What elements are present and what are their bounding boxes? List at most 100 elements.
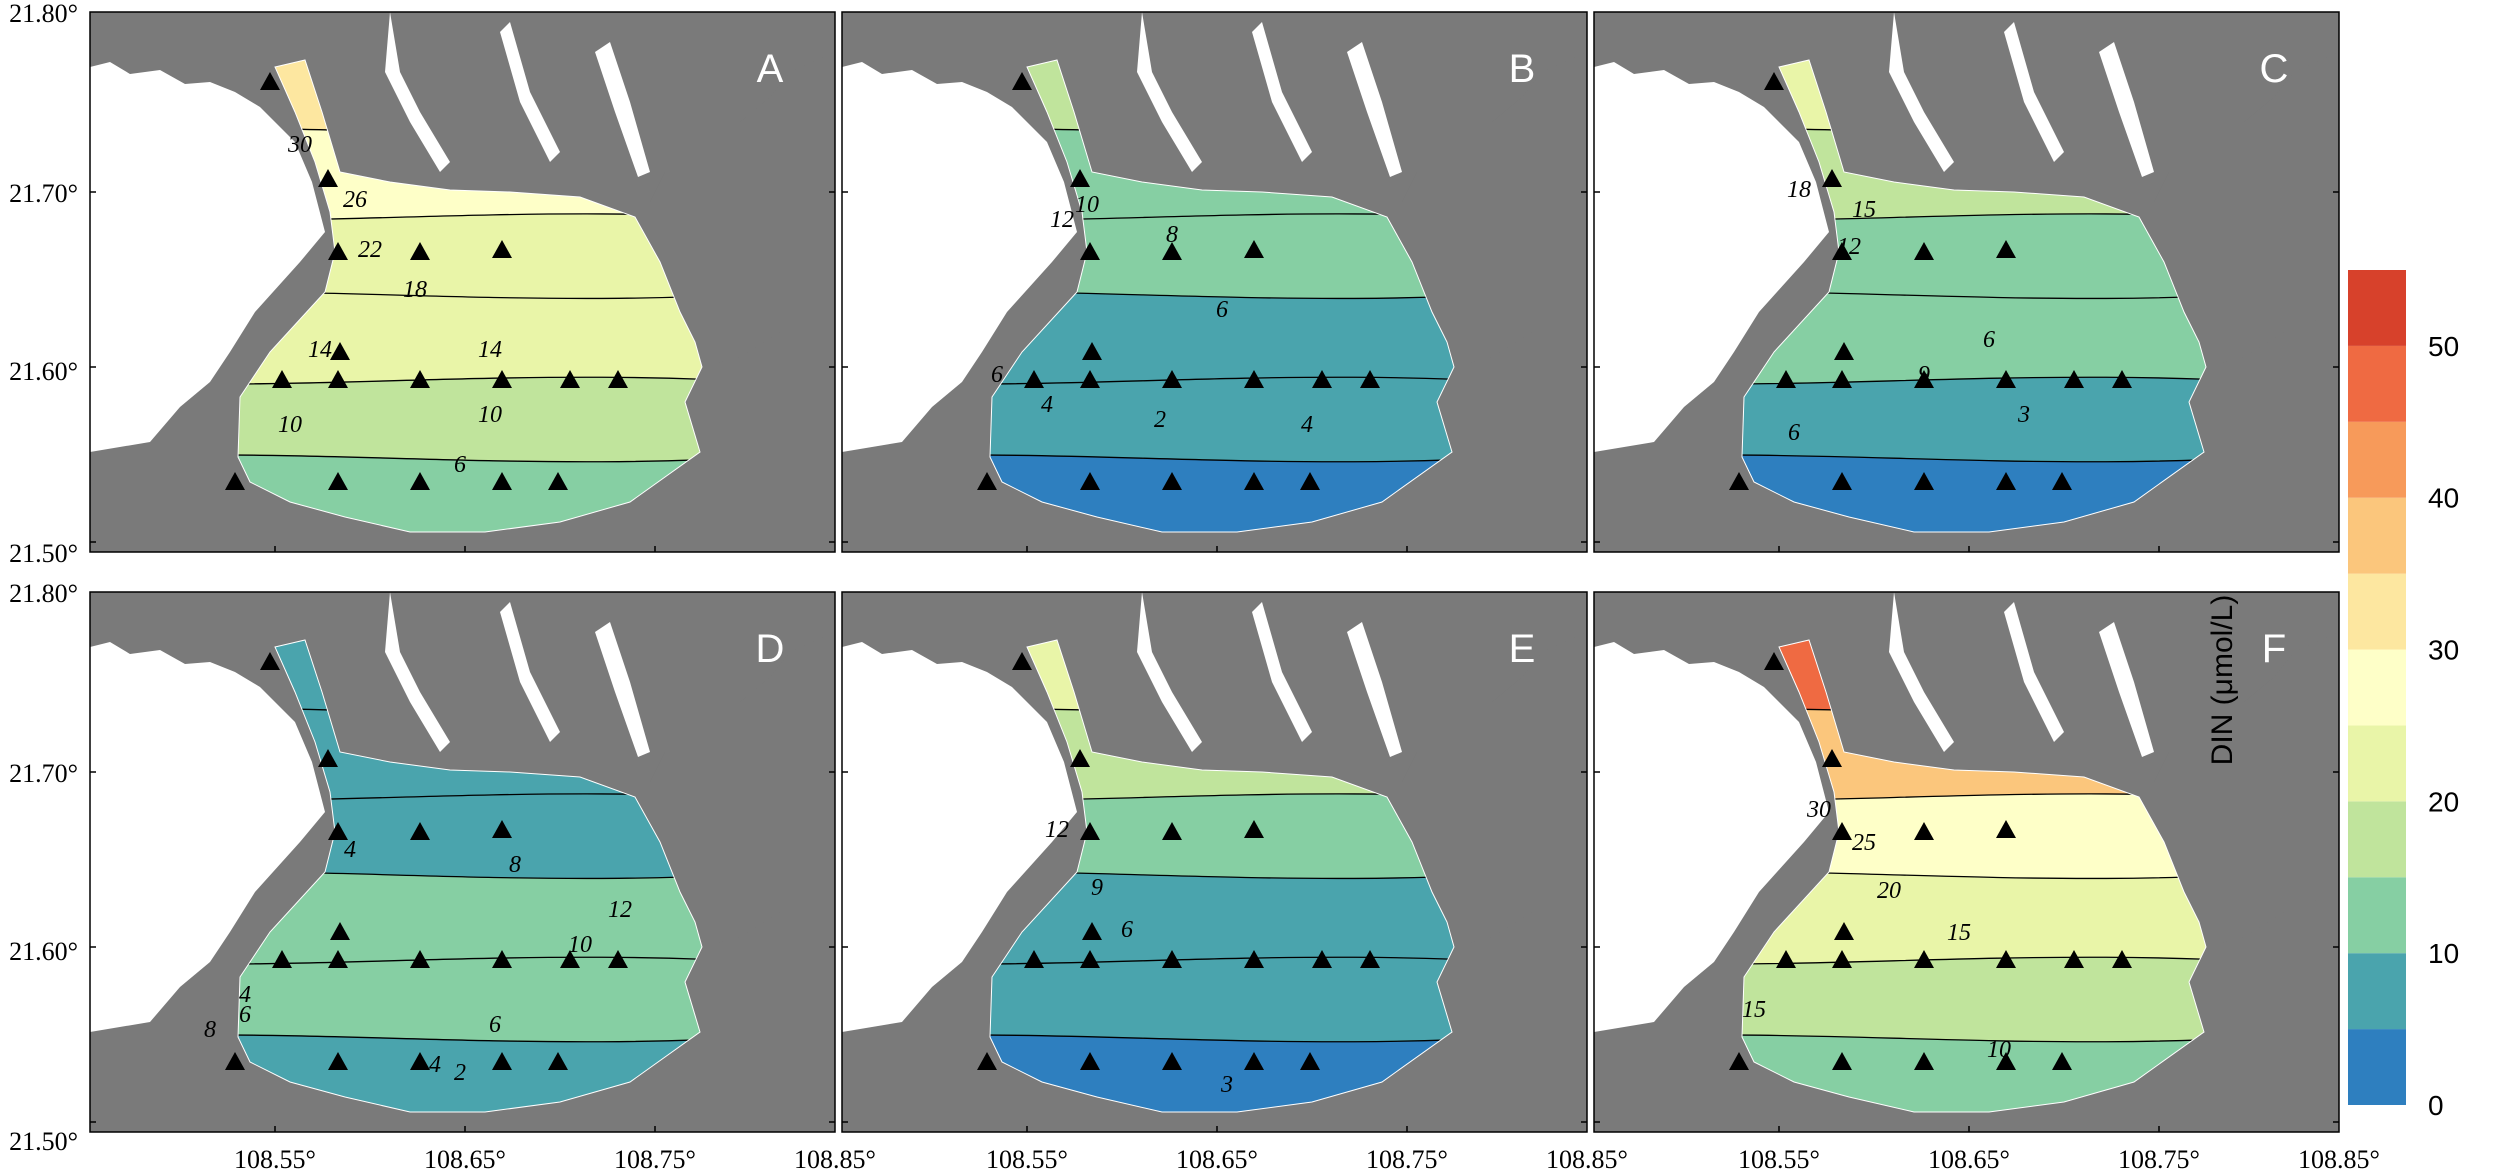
lon-label: 108.65° [424,1145,506,1174]
station-marker [2112,950,2132,968]
station-marker [1244,1052,1264,1070]
contour-label: 8 [204,1017,216,1043]
contour-label: 3 [2017,402,2030,428]
colorbar-label: 30 [2428,635,2459,666]
station-marker [1080,242,1100,260]
station-marker [410,950,430,968]
contour-label: 15 [1947,920,1971,946]
station-marker [1832,822,1852,840]
station-marker [1832,950,1852,968]
east-land [1387,12,1587,367]
contour-line [990,450,1454,463]
station-marker [492,950,512,968]
station-marker [1776,950,1796,968]
station-marker [492,1052,512,1070]
station-marker [1244,950,1264,968]
lon-label: 108.85° [2298,1145,2380,1174]
station-marker [2064,370,2084,388]
lon-label: 108.75° [614,1145,696,1174]
station-marker [1996,240,2016,258]
station-marker [2052,472,2072,490]
panel-frame [89,11,836,553]
colorbar-title: DIN (μmol/L) [2206,595,2239,766]
map-panel-a: 30 26 22 18 14 14 10 10 6 A [89,11,836,553]
concentration-band [238,451,702,532]
station-marker [1914,242,1934,260]
contour-label: 20 [1877,878,1901,904]
station-marker [2052,1052,2072,1070]
station-marker [1914,822,1934,840]
station-marker [1244,370,1264,388]
colorbar-label: 10 [2428,938,2459,969]
station-marker [1244,820,1264,838]
contour-label: 15 [1852,197,1876,223]
contour-label: 18 [403,277,427,303]
lon-label: 108.65° [1176,1145,1258,1174]
map-panel-e: 12 96 3 E [841,591,1588,1133]
station-marker [548,472,568,490]
colorbar-segment [2348,421,2406,498]
contour-line [238,287,702,300]
station-marker [492,240,512,258]
station-marker [328,1052,348,1070]
lon-label: 108.75° [1366,1145,1448,1174]
contour-label: 22 [358,237,382,263]
contour-label: 3 [1220,1072,1233,1098]
contour-label: 4 [344,837,356,863]
contour-label: 6 [1216,297,1228,323]
station-marker [1162,950,1182,968]
station-marker [1080,472,1100,490]
contour-line [238,376,702,389]
panel-letter: B [1509,47,1536,91]
lon-label: 108.55° [1738,1145,1820,1174]
station-marker [1996,472,2016,490]
colorbar-segment [2348,877,2406,954]
station-marker [1729,472,1749,490]
lon-label: 108.55° [234,1145,316,1174]
lat-label: 21.70° [9,179,78,208]
contour-line [990,867,1454,880]
contour-label: 15 [1742,997,1766,1023]
station-marker [410,822,430,840]
colorbar-segment [2348,1029,2406,1105]
panel-frame [89,591,836,1133]
contour-label: 25 [1852,830,1876,856]
station-marker [1832,370,1852,388]
contour-label: 6 [454,452,466,478]
panel-frame [841,11,1588,553]
contour-label: 6 [239,1002,251,1028]
contour-label: 4 [1041,392,1053,418]
contour-label: 4 [239,982,251,1008]
station-marker [1082,922,1102,940]
station-marker [1244,472,1264,490]
east-land [2139,12,2339,367]
station-marker [977,472,997,490]
panel-letter: F [2262,627,2286,671]
station-marker [1012,72,1032,90]
station-marker [608,950,628,968]
lon-label: 108.65° [1928,1145,2010,1174]
station-marker [1070,169,1090,187]
station-marker [318,169,338,187]
panel-letter: A [757,47,784,91]
station-marker [1162,370,1182,388]
contour-label: 4 [1301,412,1313,438]
lon-label: 108.55° [986,1145,1068,1174]
colorbar-segment [2348,953,2406,1030]
panel-letter: C [2260,47,2289,91]
contour-label: 6 [991,362,1003,388]
station-marker [1360,950,1380,968]
station-marker [260,652,280,670]
station-marker [1080,950,1100,968]
concentration-band [1742,451,2206,532]
lat-label: 21.80° [9,579,78,608]
station-marker [548,1052,568,1070]
station-marker [328,950,348,968]
contour-line [1742,450,2206,463]
colorbar-segment [2348,801,2406,878]
contour-label: 18 [1787,177,1811,203]
station-marker [492,820,512,838]
contour-label: 6 [1121,917,1133,943]
